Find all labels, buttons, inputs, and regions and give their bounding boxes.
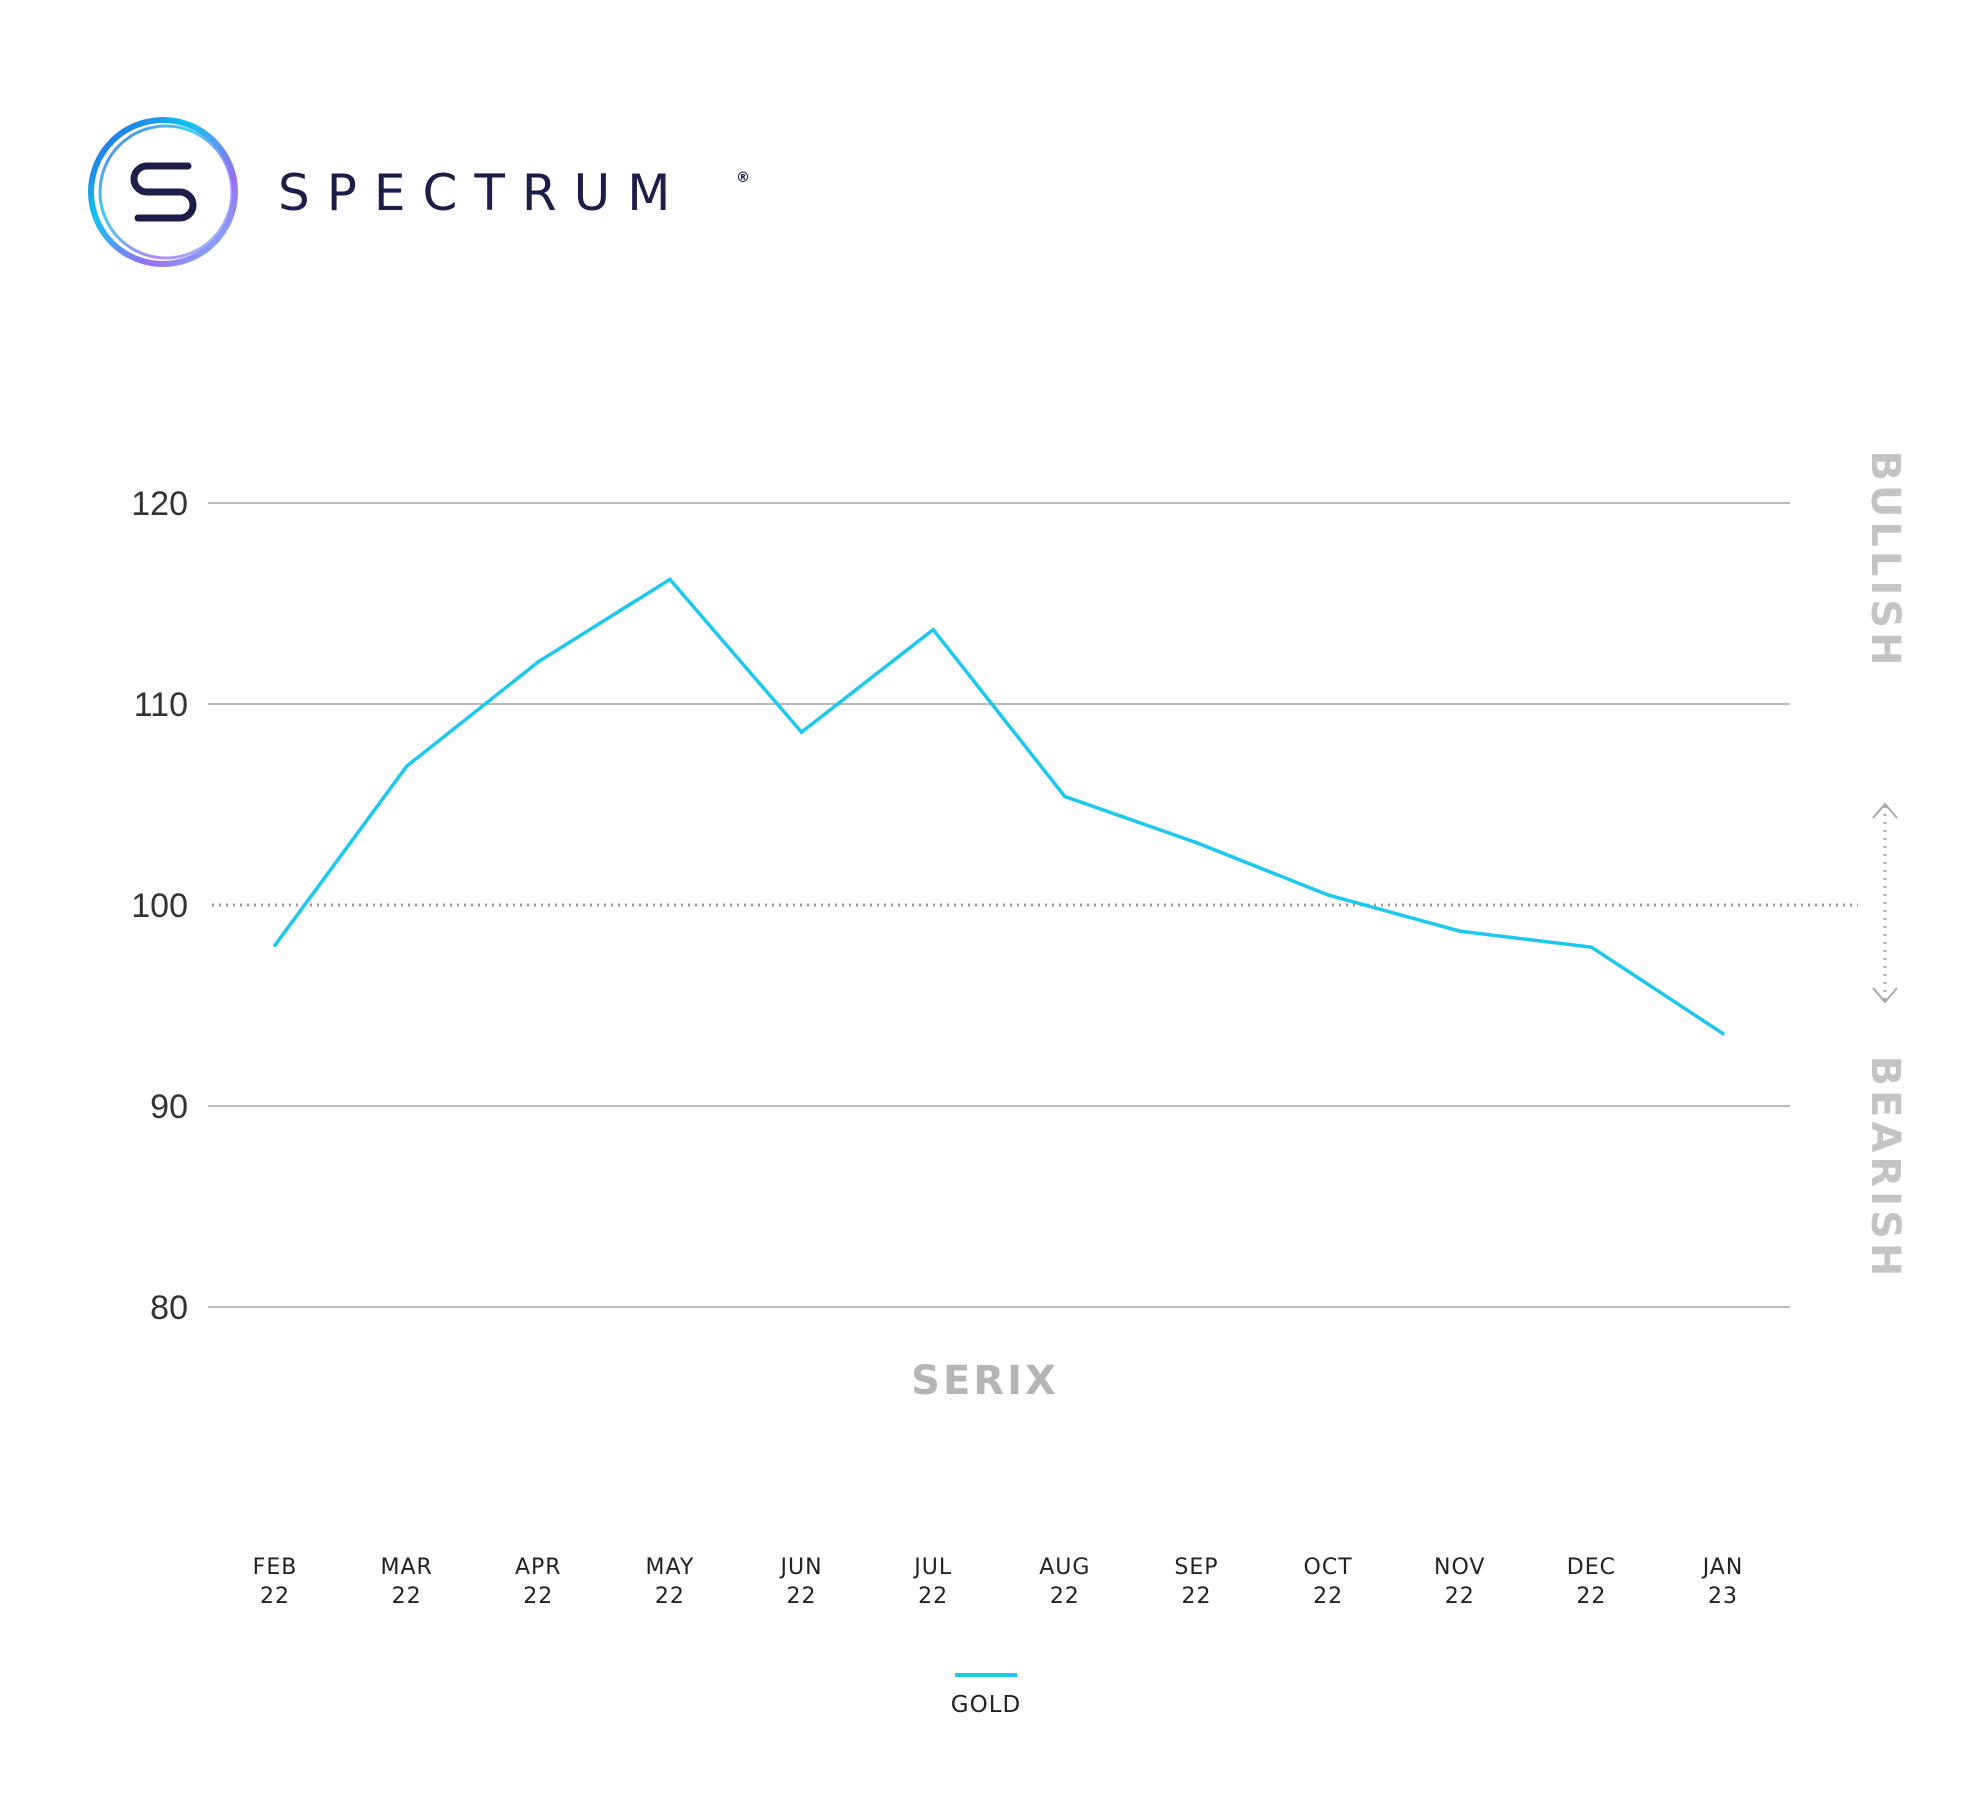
x-tick-label: DEC 22 [1567,1555,1616,1609]
x-tick-label: NOV 22 [1434,1555,1485,1609]
x-tick-month: JAN [1701,1555,1744,1580]
legend-label-gold: GOLD [951,1692,1021,1718]
x-tick-year: 22 [1181,1584,1211,1609]
brand-logo: SPECTRUM ® [88,117,750,267]
data-point [1457,929,1462,933]
arrow-up-icon [1872,802,1898,819]
y-tick-label: 90 [150,1088,188,1126]
gridlines [208,502,1790,1308]
data-point [1063,794,1067,799]
x-tick-year: 22 [1576,1584,1606,1609]
x-tick-month: JUN [779,1555,823,1580]
spectrum-s-ring-logo-icon [88,117,238,267]
series-layer [273,577,1725,1036]
x-tick-month: MAY [646,1555,695,1580]
registered-mark: ® [736,170,750,186]
x-tick-month: JUL [912,1555,952,1580]
x-tick-label: OCT 22 [1304,1555,1353,1609]
x-tick-year: 22 [655,1584,685,1609]
data-point [1589,945,1594,950]
brand-name: SPECTRUM [278,164,687,222]
x-tick-label: APR 22 [515,1555,562,1609]
y-tick-label: 100 [131,887,188,925]
x-tick-label: JUN 22 [779,1555,823,1609]
bullish-label: BULLISH [1862,450,1908,669]
y-axis-ticks: 80 90 100 110 120 [131,485,188,1327]
data-point [1194,840,1199,845]
x-tick-label: FEB 22 [253,1555,298,1609]
data-point [273,943,277,947]
x-tick-year: 22 [523,1584,553,1609]
x-tick-label: AUG 22 [1039,1555,1090,1609]
x-tick-month: AUG [1039,1555,1090,1580]
y-tick-label: 80 [150,1289,188,1327]
x-tick-month: SEP [1174,1555,1218,1580]
x-tick-label: MAY 22 [646,1555,695,1609]
x-tick-month: OCT [1304,1555,1353,1580]
x-axis-title: SERIX [911,1358,1059,1404]
x-tick-month: NOV [1434,1555,1485,1580]
x-tick-year: 22 [392,1584,422,1609]
x-tick-label: JAN 23 [1701,1555,1744,1609]
y-tick-label: 120 [131,485,188,523]
x-tick-year: 22 [260,1584,290,1609]
data-point [404,764,409,769]
x-tick-year: 22 [1050,1584,1080,1609]
data-point [799,730,804,734]
x-tick-year: 22 [1313,1584,1343,1609]
x-tick-year: 23 [1708,1584,1738,1609]
y-tick-label: 110 [134,686,188,724]
legend: GOLD [951,1673,1021,1718]
x-tick-month: DEC [1567,1555,1616,1580]
x-tick-label: SEP 22 [1174,1555,1218,1609]
data-point [1326,893,1330,897]
x-tick-year: 22 [918,1584,948,1609]
x-tick-year: 22 [1445,1584,1475,1609]
data-point [931,627,935,632]
x-tick-label: MAR 22 [380,1555,432,1609]
bearish-label: BEARISH [1862,1056,1908,1281]
sentiment-indicator: BULLISH BEARISH [1862,450,1908,1280]
x-tick-month: FEB [253,1555,298,1580]
x-axis-ticks: FEB 22 MAR 22 APR 22 MAY 22 JUN 22 JUL 22 AUG 22 SEP 22… [253,1555,1744,1609]
x-tick-month: MAR [380,1555,432,1580]
data-point [668,577,672,582]
x-tick-month: APR [515,1555,562,1580]
data-point [1721,1031,1725,1036]
x-tick-label: JUL 22 [912,1555,952,1609]
data-point [536,659,541,664]
x-tick-year: 22 [787,1584,817,1609]
arrow-down-icon [1872,987,1898,1004]
series-line-gold [273,577,1724,1036]
